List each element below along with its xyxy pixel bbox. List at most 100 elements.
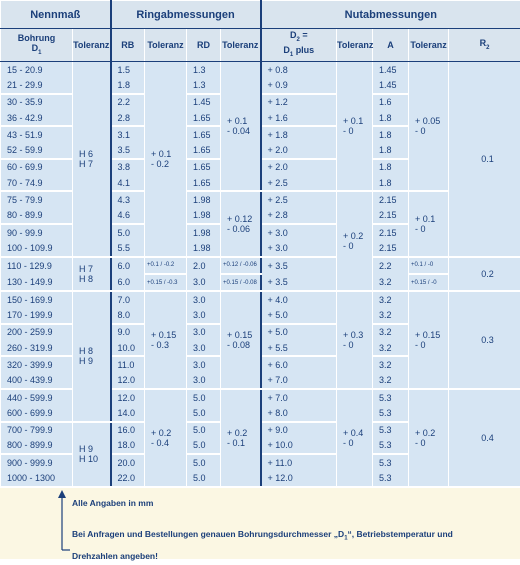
text: = — [300, 30, 308, 40]
d2-cell: + 5.0 — [261, 307, 337, 323]
d2-cell: + 6.0 — [261, 356, 337, 372]
tolerance-cell: + 0.15- 0 — [409, 291, 449, 389]
d2-cell: + 0.8 — [261, 62, 337, 78]
rb-cell: 2.8 — [111, 110, 145, 126]
bore-cell: 60 - 69.9 — [1, 159, 73, 175]
rd-cell: 5.0 — [187, 422, 221, 438]
text: - 0 — [343, 126, 354, 136]
d2-cell: + 11.0 — [261, 454, 337, 470]
text: Bohrung — [18, 33, 56, 43]
text: Drehzahlen angeben! — [72, 551, 158, 561]
d2-cell: + 9.0 — [261, 422, 337, 438]
rb-cell: 18.0 — [111, 438, 145, 454]
tolerance-cell: + 0.2- 0.1 — [221, 389, 261, 487]
column-header: D2 =D1 plus — [261, 29, 337, 62]
footer: Alle Angaben in mm Bei Anfragen und Best… — [0, 488, 520, 559]
text: + 0.12 — [227, 214, 252, 224]
bore-cell: 170 - 199.9 — [1, 307, 73, 323]
text: H 8 — [79, 274, 93, 284]
column-header: Toleranz — [145, 29, 187, 62]
text: 0.3 — [481, 335, 494, 345]
tolerance-cell: + 0.2- 0.4 — [145, 389, 187, 487]
text: +0.15 / -0.3 — [147, 280, 178, 286]
r2-cell: 0.3 — [449, 291, 520, 389]
a-cell: 1.45 — [373, 62, 409, 78]
a-cell: 3.2 — [373, 340, 409, 356]
rb-cell: 7.0 — [111, 291, 145, 307]
group-header: Nutabmessungen — [261, 1, 520, 29]
column-header: R2 — [449, 29, 520, 62]
bore-cell: 200 - 259.9 — [1, 324, 73, 340]
d2-cell: + 5.0 — [261, 324, 337, 340]
rd-cell: 2.0 — [187, 257, 221, 274]
rd-cell: 3.0 — [187, 356, 221, 372]
text: Toleranz — [222, 40, 258, 50]
d2-cell: + 2.0 — [261, 159, 337, 175]
text: + 0.2 — [227, 428, 247, 438]
tolerance-cell: + 0.1- 0.2 — [145, 62, 187, 257]
bore-cell: 100 - 109.9 — [1, 240, 73, 256]
bore-cell: 130 - 149.9 — [1, 274, 73, 291]
rd-cell: 1.98 — [187, 224, 221, 240]
text: +0.12 / -0.06 — [223, 262, 257, 268]
d2-cell: + 3.0 — [261, 224, 337, 240]
tolerance-cell: + 0.1- 0 — [337, 62, 373, 192]
a-cell: 1.8 — [373, 110, 409, 126]
rb-cell: 22.0 — [111, 470, 145, 486]
a-cell: 2.15 — [373, 224, 409, 240]
text: + 0.05 — [415, 116, 440, 126]
rd-cell: 3.0 — [187, 340, 221, 356]
text: H 6 — [79, 149, 93, 159]
rd-cell: 1.45 — [187, 94, 221, 110]
rb-cell: 1.5 — [111, 62, 145, 78]
text: Toleranz — [73, 40, 109, 50]
bore-cell: 15 - 20.9 — [1, 62, 73, 78]
text: - 0 — [415, 340, 426, 350]
bore-cell: 90 - 99.9 — [1, 224, 73, 240]
rb-cell: 10.0 — [111, 340, 145, 356]
r2-cell: 0.4 — [449, 389, 520, 487]
bore-cell: 800 - 899.9 — [1, 438, 73, 454]
text: - 0 — [415, 224, 426, 234]
rb-cell: 14.0 — [111, 405, 145, 421]
bore-cell: 440 - 599.9 — [1, 389, 73, 405]
text: H 8 — [79, 346, 93, 356]
d2-cell: + 0.9 — [261, 77, 337, 93]
a-cell: 5.3 — [373, 405, 409, 421]
text: 0.1 — [481, 154, 494, 164]
r2-cell: 0.1 — [449, 62, 520, 257]
bore-cell: 400 - 439.9 — [1, 373, 73, 389]
text: + 0.2 — [343, 231, 363, 241]
rd-cell: 1.98 — [187, 191, 221, 207]
bore-cell: 260 - 319.9 — [1, 340, 73, 356]
d2-cell: + 3.5 — [261, 274, 337, 291]
text: + 0.15 — [151, 330, 176, 340]
bore-cell: 52 - 59.9 — [1, 142, 73, 158]
text: “, Betriebstemperatur und — [348, 529, 453, 539]
rb-cell: 5.5 — [111, 240, 145, 256]
text: Toleranz — [410, 40, 446, 50]
text: RB — [121, 40, 134, 50]
text: - 0.2 — [151, 159, 169, 169]
d2-cell: + 2.5 — [261, 191, 337, 207]
tolerance-cell: +0.15 / -0.3 — [145, 274, 187, 291]
column-header: Toleranz — [73, 29, 111, 62]
text: + 0.1 — [415, 214, 435, 224]
a-cell: 1.8 — [373, 142, 409, 158]
text: + 0.15 — [415, 330, 440, 340]
text: H 9 — [79, 444, 93, 454]
tolerance-cell: + 0.4- 0 — [337, 389, 373, 487]
rb-cell: 9.0 — [111, 324, 145, 340]
rd-cell: 1.65 — [187, 126, 221, 142]
text: +0.1 / -0.2 — [147, 262, 174, 268]
rd-cell: 5.0 — [187, 438, 221, 454]
rd-cell: 1.65 — [187, 175, 221, 191]
rb-cell: 11.0 — [111, 356, 145, 372]
d2-cell: + 12.0 — [261, 470, 337, 486]
rb-cell: 2.2 — [111, 94, 145, 110]
d2-cell: + 7.0 — [261, 373, 337, 389]
rd-cell: 1.3 — [187, 77, 221, 93]
rb-cell: 4.6 — [111, 208, 145, 224]
column-header: A — [373, 29, 409, 62]
